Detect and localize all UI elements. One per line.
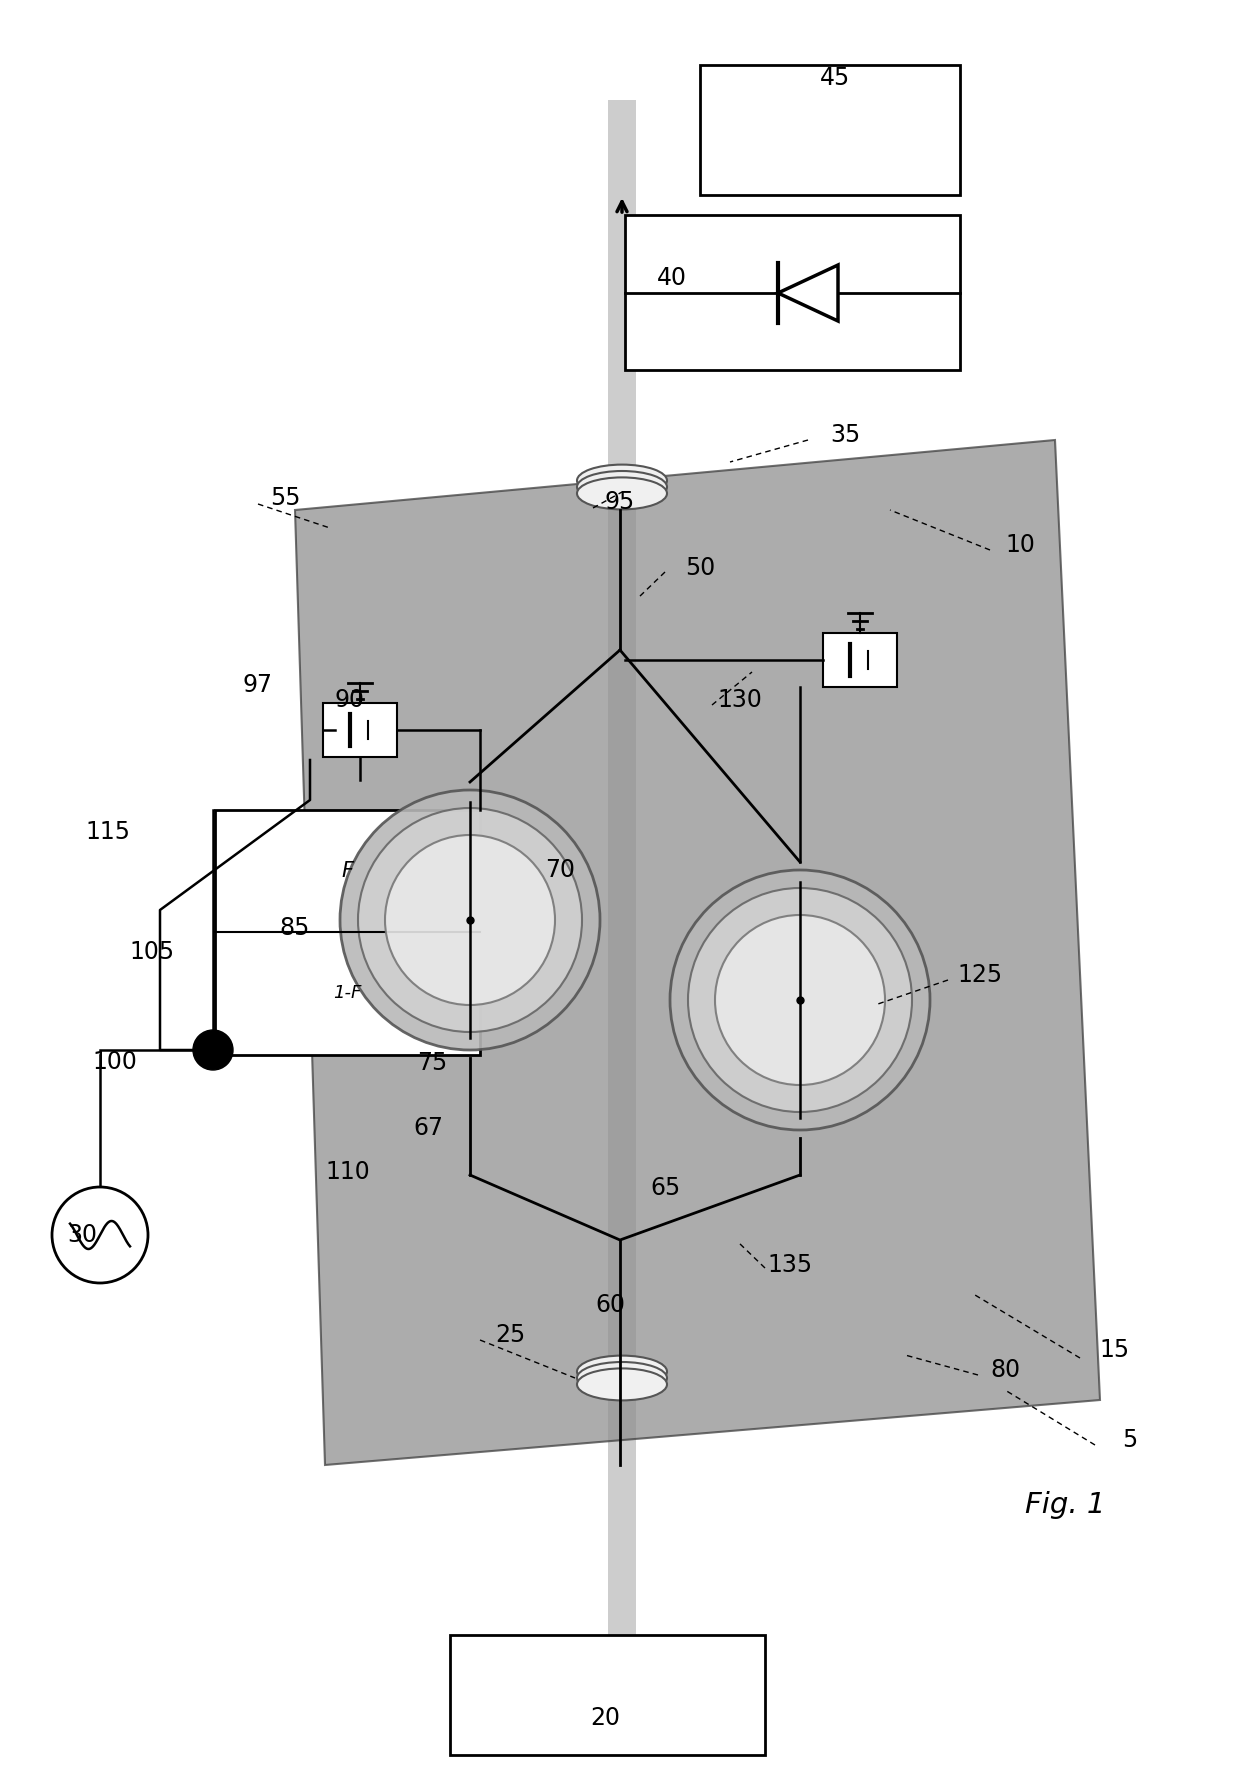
Text: 40: 40 (657, 266, 687, 289)
Polygon shape (608, 100, 636, 1650)
Text: 75: 75 (417, 1050, 448, 1075)
Polygon shape (625, 214, 960, 370)
Text: 110: 110 (326, 1159, 371, 1184)
Circle shape (384, 836, 556, 1006)
Circle shape (340, 789, 600, 1050)
Text: 15: 15 (1100, 1338, 1130, 1363)
Text: 1-F: 1-F (332, 984, 361, 1002)
Text: 65: 65 (650, 1175, 680, 1200)
Circle shape (193, 1031, 233, 1070)
Text: 25: 25 (495, 1323, 525, 1347)
Text: 97: 97 (243, 673, 273, 697)
Ellipse shape (577, 477, 667, 509)
Text: 10: 10 (1006, 532, 1035, 557)
Text: 125: 125 (957, 963, 1003, 988)
Polygon shape (450, 1634, 765, 1756)
Text: Fig. 1: Fig. 1 (1024, 1491, 1105, 1520)
Circle shape (715, 914, 885, 1086)
Text: 135: 135 (768, 1254, 812, 1277)
Text: 105: 105 (129, 939, 175, 964)
Text: 80: 80 (990, 1357, 1021, 1382)
Circle shape (52, 1188, 148, 1282)
Text: F: F (341, 861, 353, 880)
Text: 85: 85 (280, 916, 310, 939)
Text: 67: 67 (413, 1116, 443, 1139)
Text: 50: 50 (684, 555, 715, 580)
Ellipse shape (577, 472, 667, 504)
Ellipse shape (577, 1363, 667, 1395)
Polygon shape (777, 264, 838, 321)
Circle shape (688, 888, 911, 1113)
Polygon shape (295, 439, 1100, 1465)
Polygon shape (823, 632, 897, 688)
Text: 20: 20 (590, 1706, 620, 1731)
Text: 45: 45 (820, 66, 851, 89)
Text: 100: 100 (93, 1050, 138, 1073)
Text: 95: 95 (605, 489, 635, 514)
Ellipse shape (577, 1368, 667, 1400)
Text: 70: 70 (546, 857, 575, 882)
Ellipse shape (577, 1356, 667, 1388)
Text: 115: 115 (86, 820, 130, 845)
Text: 130: 130 (718, 688, 763, 713)
Text: 35: 35 (830, 423, 861, 446)
Polygon shape (215, 811, 480, 1056)
Polygon shape (701, 64, 960, 195)
Text: 30: 30 (67, 1223, 97, 1247)
Circle shape (670, 870, 930, 1131)
Text: 5: 5 (1122, 1429, 1137, 1452)
Ellipse shape (577, 464, 667, 497)
Polygon shape (322, 704, 397, 757)
Text: 55: 55 (270, 486, 300, 511)
Text: 60: 60 (595, 1293, 625, 1316)
Circle shape (358, 807, 582, 1032)
Text: 90: 90 (335, 688, 365, 713)
